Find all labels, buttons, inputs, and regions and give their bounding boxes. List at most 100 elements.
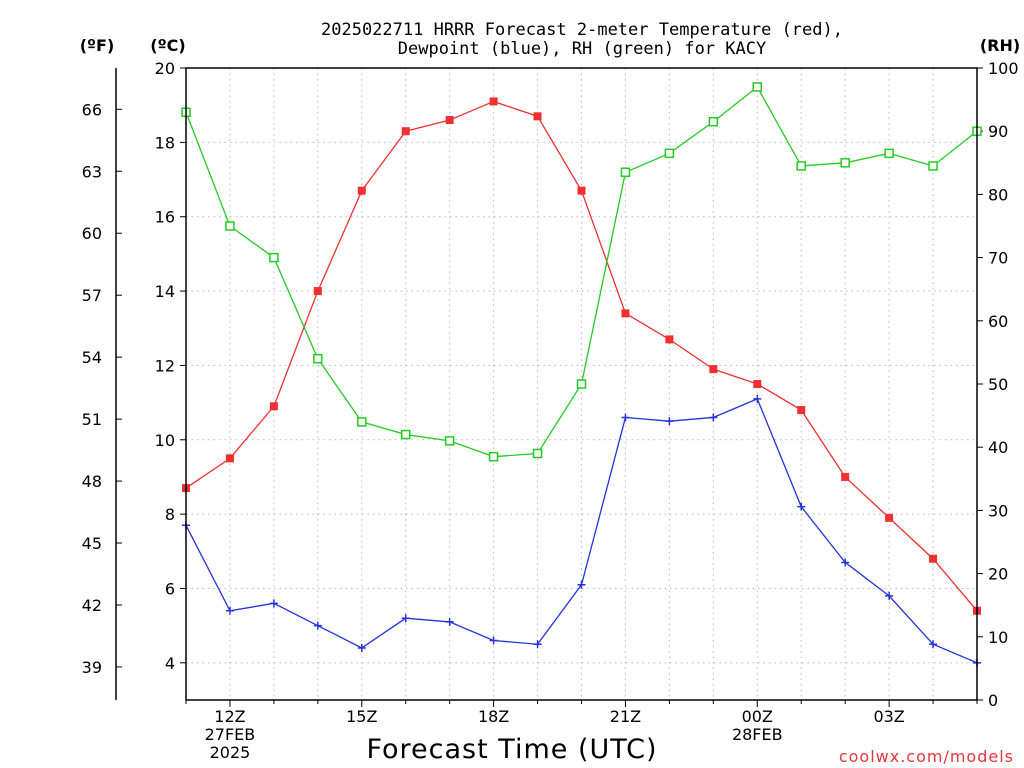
dewpoint-point — [753, 394, 762, 403]
chart-title-line2: Dewpoint (blue), RH (green) for KACY — [398, 39, 766, 59]
temperature-point — [797, 406, 806, 415]
rh-point — [444, 436, 455, 446]
fahrenheit-tick-label: 57 — [82, 286, 102, 305]
rh-series — [181, 82, 982, 462]
time-tick-label: 15Z — [346, 707, 377, 726]
rh-tick-label: 60 — [988, 312, 1008, 331]
fahrenheit-unit-label: (ºF) — [80, 36, 115, 55]
credit-text: coolwx.com/models — [839, 747, 1014, 766]
time-tick-label: 28FEB — [732, 725, 783, 744]
rh-tick-label: 20 — [988, 565, 1008, 584]
time-tick-label: 18Z — [478, 707, 509, 726]
rh-point — [225, 221, 235, 231]
time-tick-label: 2025 — [210, 743, 251, 762]
temperature-point — [357, 186, 366, 195]
dewpoint-point — [489, 636, 498, 645]
dewpoint-point — [269, 599, 278, 608]
temperature-point — [885, 513, 894, 522]
x-axis-title: Forecast Time (UTC) — [366, 734, 657, 765]
rh-point — [269, 252, 279, 263]
dewpoint-point — [841, 558, 850, 567]
rh-tick-label: 40 — [988, 438, 1008, 457]
time-tick-label: 21Z — [610, 707, 641, 726]
temperature-point — [709, 365, 718, 374]
fahrenheit-tick-label: 66 — [82, 100, 102, 119]
rh-point — [532, 448, 543, 459]
fahrenheit-tick-label: 39 — [82, 658, 102, 677]
dewpoint-point — [577, 580, 586, 589]
rh-point — [752, 82, 763, 92]
fahrenheit-tick-label: 42 — [82, 596, 102, 615]
temperature-point — [533, 112, 542, 121]
celsius-tick-label: 10 — [155, 431, 175, 450]
rh-tick-label: 90 — [988, 122, 1008, 141]
rh-point — [400, 429, 411, 440]
fahrenheit-tick-label: 54 — [82, 348, 102, 367]
data-series — [181, 82, 982, 667]
temperature-point — [401, 127, 410, 136]
celsius-unit-label: (ºC) — [150, 36, 185, 55]
dewpoint-point — [885, 591, 894, 600]
dewpoint-point — [357, 643, 366, 652]
temperature-point — [577, 186, 586, 195]
celsius-tick-label: 16 — [155, 208, 175, 227]
fahrenheit-tick-label: 45 — [82, 534, 102, 553]
dewpoint-point — [709, 413, 718, 422]
dewpoint-point — [797, 502, 806, 511]
temperature-point — [489, 97, 498, 106]
rh-unit-label: (RH) — [980, 36, 1020, 55]
fahrenheit-tick-label: 63 — [82, 162, 102, 181]
plot-frame — [185, 67, 978, 701]
fahrenheit-tick-label: 48 — [82, 472, 102, 491]
celsius-tick-label: 4 — [165, 654, 175, 673]
rh-tick-label: 50 — [988, 375, 1008, 394]
fahrenheit-axis: 39 42 45 48 51 54 57 60 63 66 — [82, 68, 122, 700]
rh-tick-label: 0 — [988, 691, 998, 710]
rh-tick-label: 100 — [988, 59, 1019, 78]
temperature-point — [753, 380, 762, 388]
temperature-point — [621, 309, 630, 318]
dewpoint-point — [313, 621, 322, 630]
celsius-tick-label: 12 — [155, 356, 175, 375]
rh-point — [840, 158, 850, 168]
celsius-tick-label: 14 — [155, 282, 175, 301]
rh-point — [576, 379, 587, 389]
rh-point — [620, 167, 631, 178]
rh-point — [357, 417, 367, 427]
rh-point — [708, 116, 719, 127]
dewpoint-series — [182, 394, 981, 667]
fahrenheit-tick-label: 60 — [82, 224, 102, 243]
dewpoint-point — [929, 640, 938, 649]
temperature-point — [665, 335, 674, 344]
celsius-axis: 4 6 8 10 12 14 16 18 20 — [155, 59, 186, 673]
temperature-point — [269, 402, 278, 411]
time-tick-label: 00Z — [742, 707, 773, 726]
temperature-series — [182, 97, 981, 615]
rh-tick-label: 70 — [988, 249, 1008, 268]
temperature-point — [313, 287, 322, 296]
dewpoint-point — [621, 413, 630, 422]
time-tick-label: 12Z — [214, 707, 245, 726]
dewpoint-point — [401, 614, 410, 623]
temperature-point — [841, 472, 850, 481]
rh-point — [928, 161, 938, 171]
temperature-line — [185, 100, 978, 612]
rh-tick-label: 10 — [988, 628, 1008, 647]
rh-tick-label: 30 — [988, 501, 1008, 520]
dewpoint-point — [533, 640, 542, 649]
rh-axis: 0 10 20 30 40 50 60 70 80 90 100 — [977, 59, 1019, 710]
temperature-point — [225, 454, 234, 463]
rh-tick-label: 80 — [988, 185, 1008, 204]
celsius-tick-label: 18 — [155, 133, 175, 152]
rh-point — [488, 451, 499, 462]
dewpoint-point — [225, 606, 234, 615]
celsius-tick-label: 6 — [165, 579, 175, 598]
time-tick-label: 27FEB — [205, 725, 256, 744]
temperature-point — [929, 554, 938, 563]
dewpoint-point — [665, 417, 674, 426]
rh-point — [313, 353, 323, 364]
rh-point — [664, 148, 675, 159]
dewpoint-point — [445, 617, 454, 626]
